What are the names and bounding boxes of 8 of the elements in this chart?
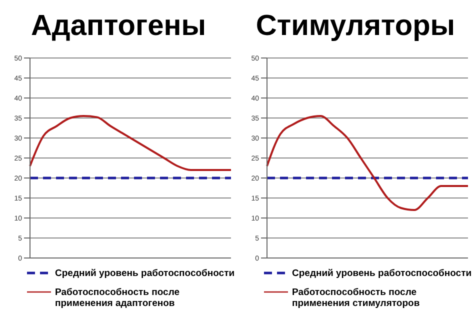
line-series	[29, 115, 232, 171]
legend-label: Средний уровень работоспособности	[292, 268, 472, 279]
legend-label: Работоспособность после применения адаптогенов	[55, 287, 181, 309]
legend-label: Работоспособность после применения стимуляторов	[292, 287, 421, 309]
legend-label: Средний уровень работоспособности	[55, 268, 235, 279]
chart-title: Адаптогены	[30, 9, 208, 44]
line-series	[266, 115, 469, 211]
chart-title: Стимуляторы	[254, 9, 456, 44]
